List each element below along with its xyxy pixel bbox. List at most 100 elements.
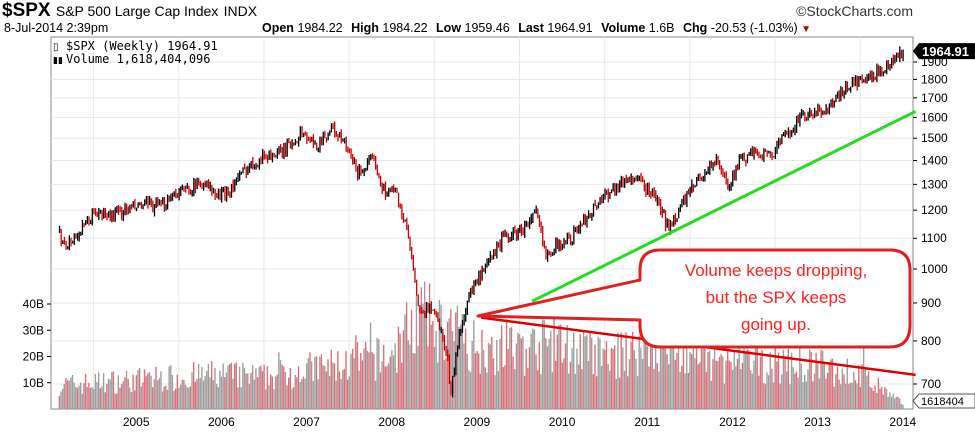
volume-bar [89, 388, 92, 409]
open-label: Open [262, 21, 294, 35]
volume-bar [150, 375, 152, 409]
year-tick-label: 2010 [549, 415, 576, 429]
volume-bar [283, 366, 285, 409]
volume-bar [573, 332, 575, 409]
volume-bar [394, 343, 396, 409]
high-label: High [351, 21, 379, 35]
volume-bar [602, 348, 604, 409]
volume-bar [335, 380, 337, 409]
volume-bar [543, 320, 545, 409]
volume-bar [202, 380, 205, 409]
volume-bar [609, 370, 611, 409]
volume-bar [319, 356, 321, 409]
callout-line-3: going up. [741, 315, 811, 334]
volume-bar [758, 375, 760, 409]
volume-bar [499, 338, 501, 409]
volume-bar [612, 348, 614, 409]
volume-bar [763, 382, 765, 409]
volume-bar [70, 377, 72, 409]
volume-bar [93, 389, 95, 409]
volume-bar [84, 373, 87, 409]
volume-bar [443, 359, 445, 409]
volume-bar [460, 324, 462, 409]
volume-bar [848, 383, 850, 409]
volume-bar [838, 379, 840, 409]
volume-bar [897, 396, 899, 409]
volume-bar [479, 373, 482, 409]
volume-bar [286, 385, 288, 409]
volume-bar [152, 387, 154, 409]
volume-bar [518, 334, 521, 409]
callout: Volume keeps dropping, but the SPX keeps… [476, 248, 912, 349]
volume-bar [410, 310, 413, 409]
volume-bar [324, 365, 326, 409]
volume-bar [769, 352, 771, 409]
volume-bar [813, 373, 816, 409]
volume-bar [820, 349, 822, 409]
volume-bar [643, 337, 645, 409]
volume-bar [605, 341, 608, 409]
volume-bar [178, 387, 180, 409]
volume-bar [640, 347, 642, 409]
volume-bar [587, 360, 590, 409]
volume-bar [258, 366, 260, 409]
volume-bar [782, 349, 785, 409]
volume-bar [191, 372, 193, 409]
volume-bar [466, 353, 468, 409]
volume-bar [193, 362, 195, 409]
volume-bar [592, 374, 595, 409]
volume-bar [784, 358, 786, 409]
volume-bar [880, 386, 883, 409]
volume-bar [882, 394, 884, 409]
volume-bar [846, 358, 848, 409]
volume-bar [160, 371, 162, 409]
volume-bar [325, 371, 328, 409]
volume-bar [407, 340, 409, 409]
volume-bar [833, 386, 835, 409]
volume-bar [196, 378, 198, 409]
volume-bar [849, 382, 852, 409]
volume-bar [342, 370, 344, 409]
volume-bar [520, 338, 522, 409]
volume-bar [451, 331, 454, 409]
volume-bar [314, 357, 316, 409]
volume-bar [659, 345, 662, 409]
volume-bar [296, 377, 298, 409]
volume-bar [199, 378, 201, 409]
volume-bar [96, 382, 98, 409]
volume-bar [181, 379, 183, 409]
volume-bar [351, 348, 354, 409]
volume-bar [555, 360, 557, 409]
volume-bar [255, 368, 257, 409]
volume-bar [441, 332, 444, 409]
volume-bar [301, 379, 303, 409]
volume-legend-icon: ▮▮ [53, 56, 63, 66]
volume-value: 1.6B [648, 21, 675, 35]
volume-bar [800, 363, 803, 409]
volume-bar [687, 373, 690, 409]
price-legend: $SPX (Weekly) 1964.91 [66, 39, 218, 53]
volume-bar [679, 372, 681, 409]
volume-bar [158, 378, 160, 409]
volume-bar [261, 371, 264, 409]
volume-bar [636, 376, 639, 409]
volume-bar [708, 350, 711, 409]
stats-values: Open 1984.22 High 1984.22 Low 1959.46 La… [257, 21, 811, 35]
volume-bar [215, 384, 218, 409]
volume-bar [373, 354, 375, 409]
volume-bar [502, 367, 504, 409]
volume-bar [219, 370, 221, 409]
volume-bar [66, 380, 69, 409]
volume-bar [260, 365, 262, 409]
volume-bar [225, 372, 228, 409]
volume-bar [206, 370, 208, 409]
volume-bar [251, 365, 254, 409]
volume-bar [525, 348, 527, 409]
volume-bar [823, 362, 826, 409]
volume-bar [104, 392, 106, 409]
volume-bar [438, 299, 441, 409]
volume-bar [414, 353, 416, 409]
year-tick-label: 2012 [719, 415, 746, 429]
volume-bar [419, 308, 421, 409]
volume-bar [672, 343, 675, 409]
